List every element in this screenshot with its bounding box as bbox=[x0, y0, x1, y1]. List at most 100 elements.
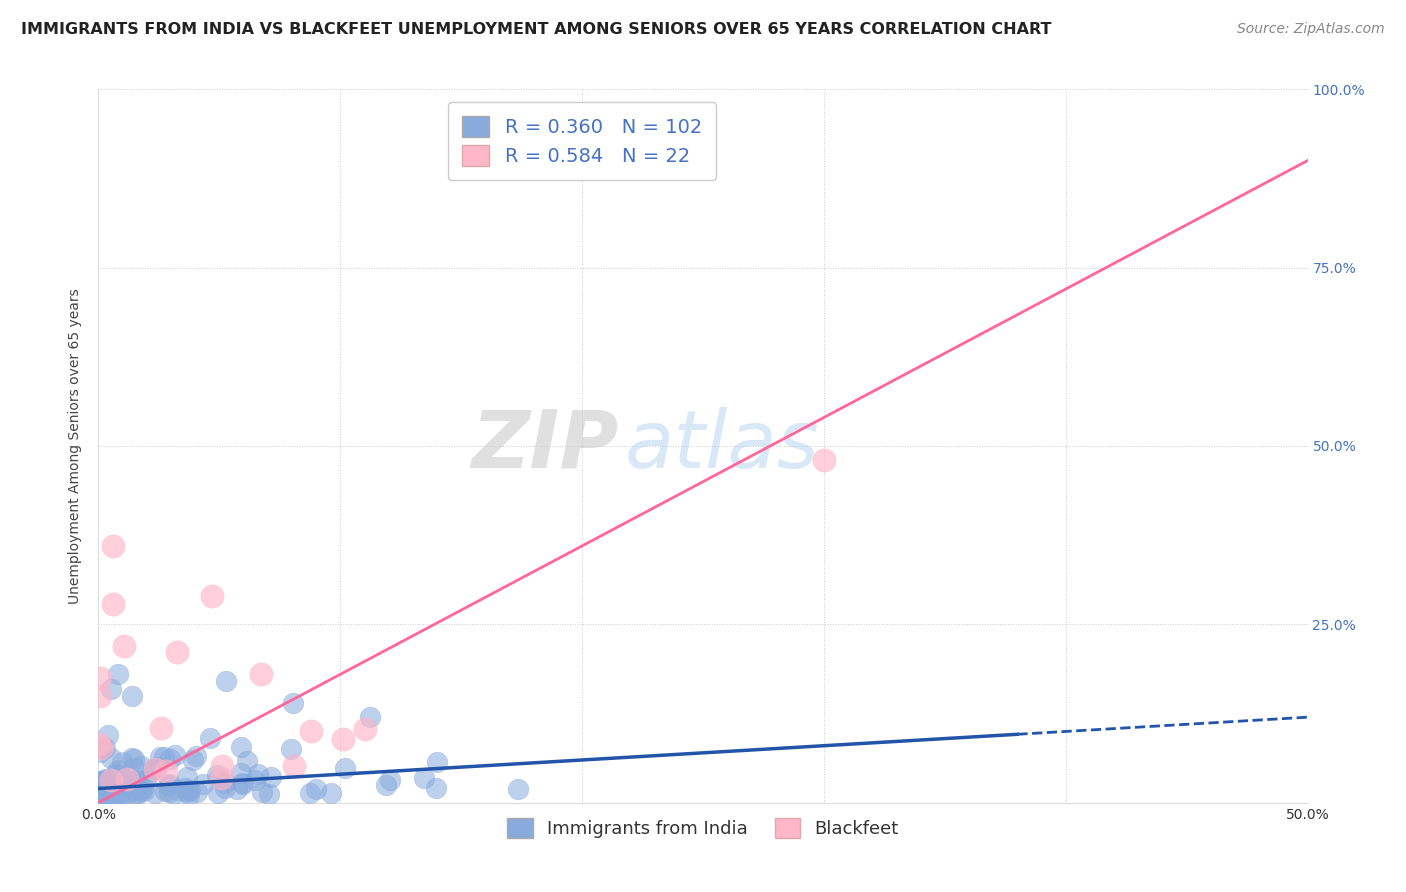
Point bbox=[93, 788, 115, 802]
Point bbox=[104, 766, 127, 780]
Point bbox=[186, 749, 208, 764]
Point bbox=[426, 755, 449, 769]
Point bbox=[90, 786, 112, 800]
Point bbox=[110, 755, 132, 769]
Point bbox=[176, 770, 198, 784]
Point bbox=[215, 674, 238, 689]
Text: Source: ZipAtlas.com: Source: ZipAtlas.com bbox=[1237, 22, 1385, 37]
Point bbox=[122, 783, 145, 797]
Point bbox=[260, 770, 283, 784]
Text: ZIP: ZIP bbox=[471, 407, 619, 485]
Point bbox=[104, 782, 127, 797]
Point bbox=[143, 786, 166, 800]
Point bbox=[149, 721, 172, 735]
Point bbox=[283, 759, 305, 773]
Point bbox=[89, 671, 111, 685]
Point bbox=[101, 539, 124, 553]
Point bbox=[176, 784, 198, 798]
Point bbox=[124, 761, 146, 775]
Point bbox=[247, 766, 270, 780]
Point bbox=[176, 785, 198, 799]
Point bbox=[198, 731, 221, 745]
Point bbox=[159, 777, 181, 791]
Point bbox=[149, 750, 172, 764]
Point bbox=[166, 645, 188, 659]
Point bbox=[298, 785, 321, 799]
Point bbox=[280, 741, 302, 756]
Point bbox=[225, 781, 247, 796]
Point bbox=[91, 788, 114, 802]
Point bbox=[214, 780, 236, 795]
Point bbox=[214, 776, 236, 790]
Point bbox=[167, 782, 190, 797]
Point bbox=[229, 739, 252, 754]
Point bbox=[121, 689, 143, 703]
Point bbox=[108, 791, 131, 805]
Point bbox=[250, 785, 273, 799]
Point bbox=[131, 784, 153, 798]
Point bbox=[101, 791, 124, 805]
Point bbox=[359, 710, 381, 724]
Text: IMMIGRANTS FROM INDIA VS BLACKFEET UNEMPLOYMENT AMONG SENIORS OVER 65 YEARS CORR: IMMIGRANTS FROM INDIA VS BLACKFEET UNEMP… bbox=[21, 22, 1052, 37]
Point bbox=[131, 781, 153, 796]
Point bbox=[813, 453, 835, 467]
Point bbox=[124, 790, 146, 805]
Point bbox=[146, 760, 169, 774]
Point bbox=[319, 786, 342, 800]
Point bbox=[107, 787, 129, 801]
Point bbox=[299, 724, 322, 739]
Point bbox=[122, 751, 145, 765]
Point bbox=[201, 589, 224, 603]
Point bbox=[207, 786, 229, 800]
Point bbox=[120, 784, 142, 798]
Point bbox=[100, 751, 122, 765]
Point bbox=[208, 772, 231, 786]
Point bbox=[87, 773, 110, 788]
Point bbox=[90, 773, 112, 788]
Point bbox=[94, 772, 117, 786]
Point bbox=[107, 763, 129, 777]
Point bbox=[193, 777, 215, 791]
Point bbox=[159, 751, 181, 765]
Text: atlas: atlas bbox=[624, 407, 820, 485]
Point bbox=[90, 741, 112, 756]
Point bbox=[177, 788, 200, 802]
Point bbox=[100, 773, 122, 788]
Point bbox=[90, 789, 112, 803]
Point bbox=[209, 771, 232, 785]
Point bbox=[243, 772, 266, 787]
Point bbox=[506, 782, 529, 797]
Point bbox=[186, 785, 208, 799]
Point bbox=[231, 776, 253, 790]
Point bbox=[353, 722, 375, 736]
Point bbox=[94, 772, 117, 787]
Point bbox=[143, 762, 166, 776]
Point bbox=[163, 787, 186, 801]
Point bbox=[232, 777, 254, 791]
Point bbox=[125, 777, 148, 791]
Point bbox=[121, 751, 143, 765]
Point bbox=[89, 745, 111, 759]
Point bbox=[127, 786, 149, 800]
Point bbox=[107, 667, 129, 681]
Point bbox=[163, 747, 186, 762]
Point bbox=[117, 774, 139, 789]
Point bbox=[98, 789, 121, 804]
Point bbox=[281, 696, 304, 710]
Point bbox=[141, 764, 163, 778]
Point bbox=[100, 681, 122, 696]
Point bbox=[87, 737, 110, 751]
Point bbox=[332, 732, 354, 747]
Point bbox=[375, 779, 398, 793]
Point bbox=[333, 761, 356, 775]
Point bbox=[94, 741, 117, 756]
Point bbox=[108, 768, 131, 782]
Legend: Immigrants from India, Blackfeet: Immigrants from India, Blackfeet bbox=[498, 809, 908, 847]
Point bbox=[425, 781, 447, 796]
Point bbox=[153, 784, 176, 798]
Point bbox=[159, 785, 181, 799]
Point bbox=[249, 667, 271, 681]
Point bbox=[205, 768, 228, 782]
Point bbox=[105, 784, 128, 798]
Point bbox=[103, 597, 125, 611]
